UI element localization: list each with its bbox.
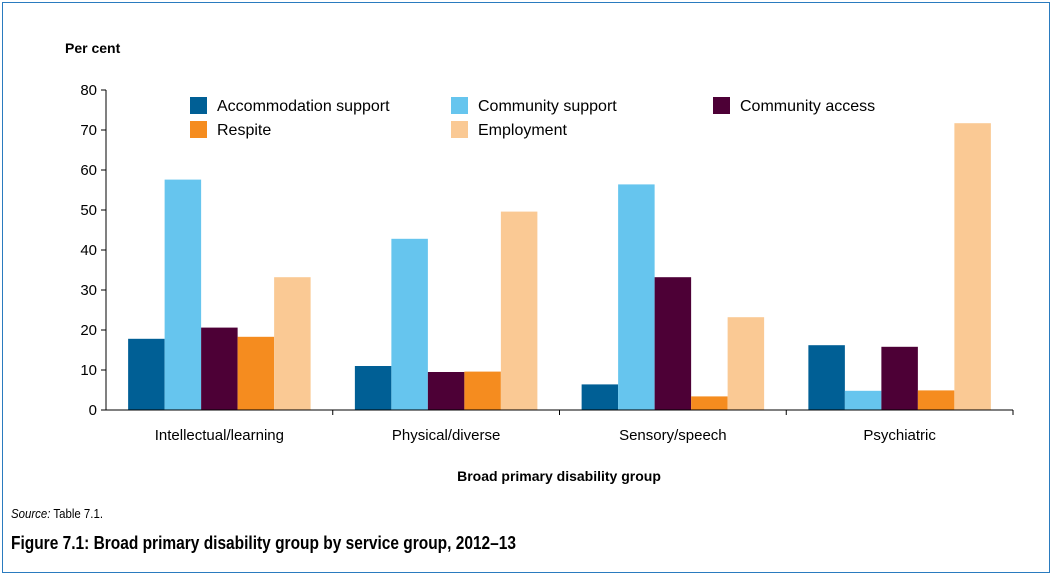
bar-community-support <box>618 184 655 410</box>
bar-respite <box>237 336 275 410</box>
y-axis-label: Per cent <box>65 40 121 56</box>
bar-employment <box>727 317 765 410</box>
legend-label: Accommodation support <box>217 98 390 115</box>
bar-community-support <box>164 179 202 410</box>
bar-accommodation-support <box>354 366 392 410</box>
bar-chart: Per cent 0 10 20 30 40 50 60 70 80 Intellectual/… <box>65 40 1014 484</box>
source-label: Source: <box>11 506 51 521</box>
legend-swatch <box>451 97 468 114</box>
y-tick-label: 40 <box>80 242 97 259</box>
bar-community-access <box>201 327 238 410</box>
bar-accommodation-support <box>581 384 619 410</box>
source-note: Source: Table 7.1. <box>11 506 103 521</box>
y-tick-label: 60 <box>80 162 97 179</box>
y-axis-ticks: 0 10 20 30 40 50 60 70 80 <box>80 82 106 419</box>
bar-community-support <box>391 238 428 410</box>
legend-swatch <box>713 97 730 114</box>
x-axis-label: Broad primary disability group <box>457 468 661 484</box>
legend-swatch <box>190 121 207 138</box>
y-tick-label: 50 <box>80 202 97 219</box>
bar-community-access <box>881 346 918 410</box>
bar-employment <box>274 277 311 410</box>
y-tick-label: 0 <box>89 402 97 419</box>
bar-respite <box>917 390 955 410</box>
category-label: Sensory/speech <box>619 427 727 444</box>
category-labels: Intellectual/learning Physical/diverse Sen… <box>155 410 1014 444</box>
y-tick-label: 20 <box>80 322 97 339</box>
bar-community-access <box>427 372 465 410</box>
legend-label: Community access <box>740 98 875 115</box>
y-tick-label: 80 <box>80 82 97 99</box>
legend-label: Employment <box>478 122 567 139</box>
bar-community-support <box>844 390 882 410</box>
legend-label: Respite <box>217 122 271 139</box>
legend-swatch <box>190 97 207 114</box>
bar-employment <box>500 211 538 410</box>
bars <box>128 123 991 410</box>
y-tick-label: 70 <box>80 122 97 139</box>
bar-respite <box>464 371 501 410</box>
bar-employment <box>954 123 991 410</box>
category-label: Intellectual/learning <box>155 427 284 444</box>
legend: Accommodation support Community support Co… <box>190 97 875 139</box>
category-label: Physical/diverse <box>392 427 500 444</box>
legend-swatch <box>451 121 468 138</box>
bar-accommodation-support <box>808 345 845 410</box>
y-tick-label: 30 <box>80 282 97 299</box>
bar-community-access <box>654 277 692 410</box>
category-label: Psychiatric <box>863 427 936 444</box>
legend-label: Community support <box>478 98 617 115</box>
y-tick-label: 10 <box>80 362 97 379</box>
figure-caption: Figure 7.1: Broad primary disability gro… <box>11 533 516 553</box>
bar-accommodation-support <box>128 338 165 410</box>
source-text: Table 7.1. <box>50 506 104 521</box>
bar-respite <box>691 396 728 410</box>
